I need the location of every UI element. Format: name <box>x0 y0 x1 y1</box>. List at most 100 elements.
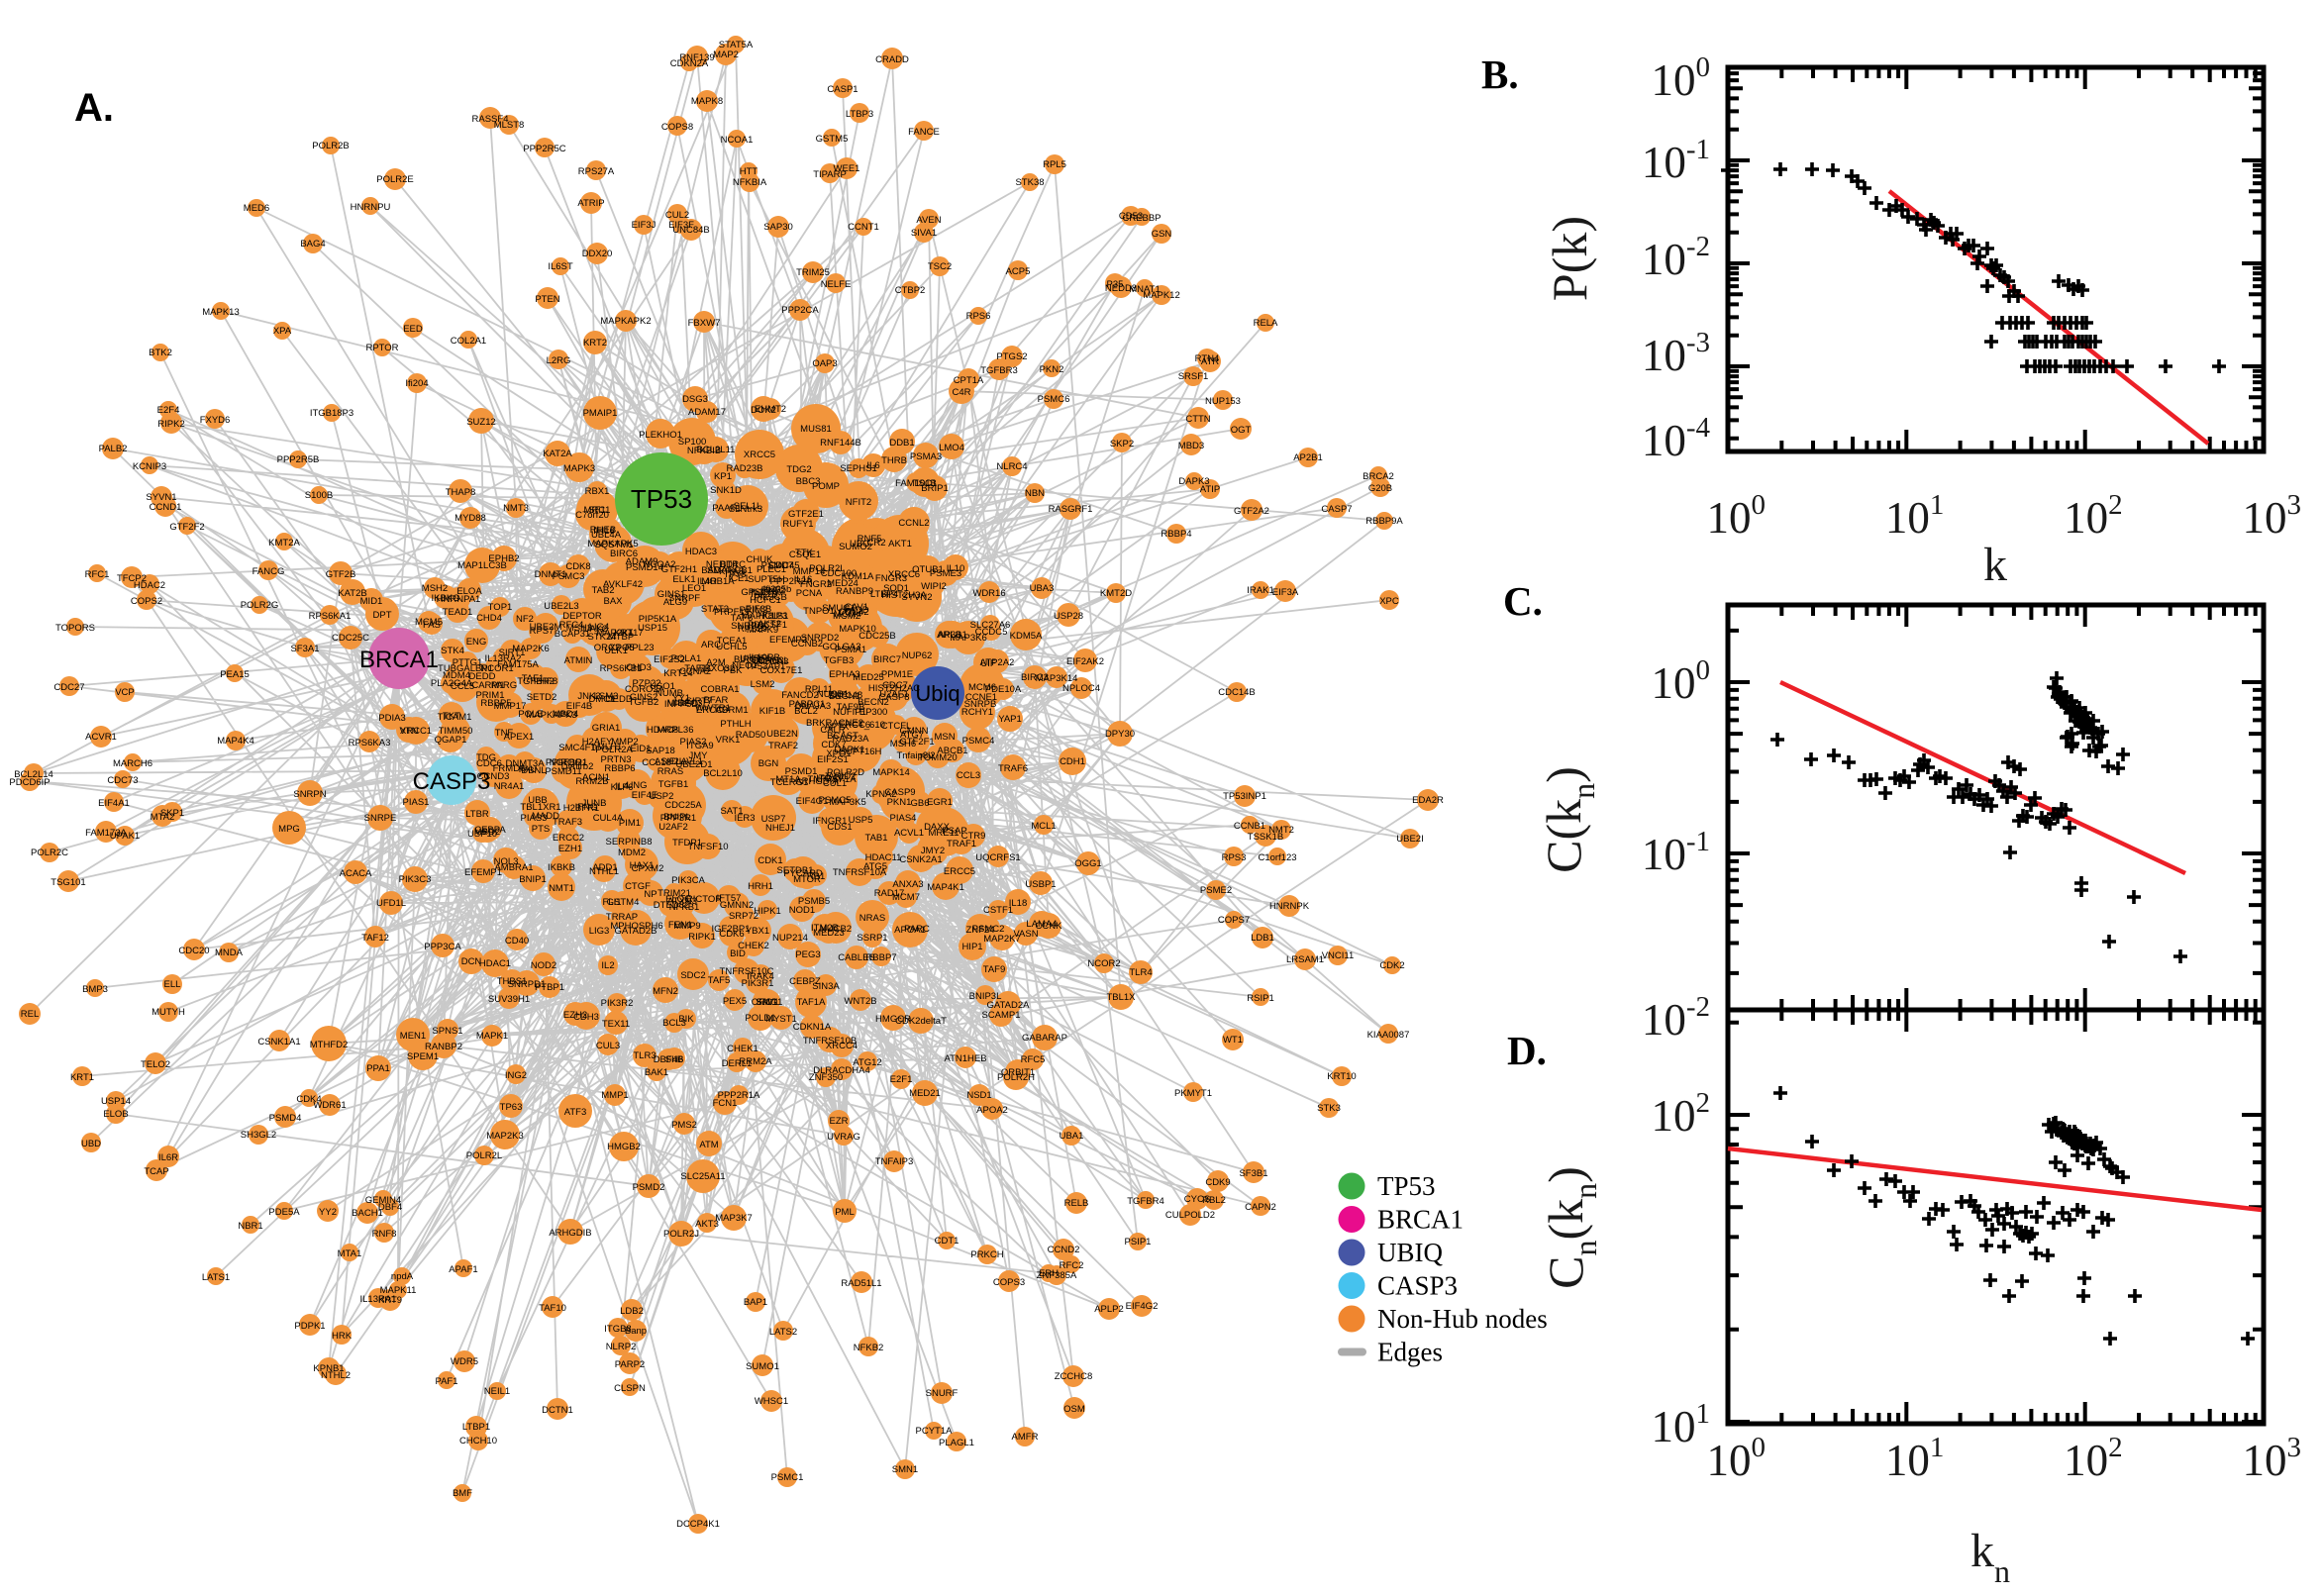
svg-text:FANCG: FANCG <box>252 566 285 577</box>
svg-text:NMT1: NMT1 <box>549 883 574 894</box>
svg-text:FANCD2: FANCD2 <box>781 690 818 701</box>
svg-text:TTK: TTK <box>795 548 814 558</box>
svg-text:ATN1HEB: ATN1HEB <box>944 1053 986 1064</box>
svg-text:ASH2L: ASH2L <box>655 756 684 767</box>
svg-text:DPT: DPT <box>373 610 392 621</box>
svg-text:EIF4G2: EIF4G2 <box>1126 1301 1159 1312</box>
svg-text:RSIP1: RSIP1 <box>1247 993 1273 1004</box>
svg-text:OTUB1: OTUB1 <box>912 564 944 575</box>
svg-text:PIAS3: PIAS3 <box>521 813 548 824</box>
svg-text:UIF: UIF <box>980 658 996 669</box>
svg-text:LMO4: LMO4 <box>939 443 964 453</box>
svg-text:EIF2S2: EIF2S2 <box>654 654 685 665</box>
svg-text:RAD23B: RAD23B <box>727 463 763 474</box>
svg-text:APAF1: APAF1 <box>449 1264 477 1275</box>
svg-text:PSMC2: PSMC2 <box>972 924 1005 935</box>
svg-text:MAPK12: MAPK12 <box>1143 290 1180 301</box>
svg-text:L2RG: L2RG <box>547 355 571 366</box>
svg-text:RHEB: RHEB <box>590 525 616 536</box>
svg-text:ATG7: ATG7 <box>900 730 924 741</box>
svg-text:IL6ST: IL6ST <box>548 261 573 272</box>
svg-text:CTBP2: CTBP2 <box>895 285 926 296</box>
svg-text:CD40: CD40 <box>505 936 529 947</box>
svg-text:DEPTOR: DEPTOR <box>562 611 602 622</box>
svg-text:KLF6: KLF6 <box>611 782 634 793</box>
svg-text:SPEM1: SPEM1 <box>407 1051 439 1062</box>
svg-text:ELOB: ELOB <box>103 1109 128 1120</box>
svg-text:CUL2: CUL2 <box>665 210 689 221</box>
svg-text:GTF2A2: GTF2A2 <box>1234 506 1269 517</box>
svg-text:OGT: OGT <box>1231 425 1252 436</box>
svg-text:NFKBIB: NFKBIB <box>687 446 721 456</box>
svg-text:RNF2: RNF2 <box>761 585 786 596</box>
svg-text:USP10: USP10 <box>467 829 497 840</box>
svg-text:OEDD: OEDD <box>605 694 633 705</box>
svg-text:JMY: JMY <box>689 750 709 761</box>
svg-text:PRTN3: PRTN3 <box>601 754 632 765</box>
svg-text:RPS6KA1: RPS6KA1 <box>309 611 352 622</box>
svg-text:HIST2H3A: HIST2H3A <box>881 590 927 601</box>
svg-text:HNRNPU: HNRNPU <box>351 202 391 213</box>
svg-text:WDR61: WDR61 <box>313 1100 346 1111</box>
svg-text:NMT3: NMT3 <box>503 503 529 514</box>
svg-text:TNFAIP3: TNFAIP3 <box>875 1156 914 1167</box>
svg-text:PDE10A: PDE10A <box>985 684 1022 695</box>
svg-text:KMT2A: KMT2A <box>268 538 300 549</box>
svg-text:SUPT16H: SUPT16H <box>840 747 882 757</box>
svg-text:D.: D. <box>1507 1028 1547 1073</box>
svg-text:RFC4: RFC4 <box>559 620 584 631</box>
svg-text:SH6: SH6 <box>665 1054 683 1065</box>
svg-text:SNURF: SNURF <box>926 1388 959 1399</box>
svg-text:IL13RA2: IL13RA2 <box>485 653 522 664</box>
svg-text:NBN: NBN <box>1025 488 1045 499</box>
svg-text:MSH2: MSH2 <box>422 583 448 594</box>
svg-text:RRM2A: RRM2A <box>739 1056 772 1067</box>
svg-text:XRCC4: XRCC4 <box>826 1041 858 1051</box>
svg-text:GINS2: GINS2 <box>630 692 658 703</box>
svg-text:SLNtrk3: SLNtrk3 <box>729 504 762 515</box>
svg-text:CDC73: CDC73 <box>107 775 138 786</box>
svg-text:Banp: Banp <box>625 1326 647 1337</box>
svg-text:BMP3: BMP3 <box>82 984 108 995</box>
svg-text:GRIA1: GRIA1 <box>592 723 621 734</box>
svg-text:CDC42: CDC42 <box>838 607 868 618</box>
svg-text:CHCH10: CHCH10 <box>459 1436 497 1446</box>
svg-text:CRADD: CRADD <box>875 54 909 65</box>
svg-text:LIG3: LIG3 <box>589 926 610 937</box>
svg-text:EIF4G1: EIF4G1 <box>796 796 829 807</box>
svg-text:PSMC4: PSMC4 <box>962 736 995 747</box>
svg-text:HIST2H2AC: HIST2H2AC <box>868 683 920 694</box>
svg-text:DNMT3A: DNMT3A <box>505 758 545 769</box>
svg-text:MNAT1: MNAT1 <box>1129 284 1161 295</box>
svg-text:RCHY1: RCHY1 <box>961 707 993 718</box>
svg-text:OAP3: OAP3 <box>812 358 837 369</box>
svg-text:USP15: USP15 <box>638 623 667 634</box>
svg-text:TGFBR3: TGFBR3 <box>980 365 1017 376</box>
svg-text:SMC4F1: SMC4F1 <box>558 743 595 753</box>
svg-text:NFKB2: NFKB2 <box>854 1343 884 1353</box>
svg-text:CSNK2A1: CSNK2A1 <box>899 854 942 865</box>
svg-text:NCOA1: NCOA1 <box>721 135 754 146</box>
svg-text:POLA1: POLA1 <box>671 653 702 664</box>
svg-text:BAK1: BAK1 <box>645 1067 668 1078</box>
svg-text:KAT2A: KAT2A <box>543 449 572 459</box>
svg-text:KIF1B: KIF1B <box>759 706 785 717</box>
svg-text:TSG101: TSG101 <box>50 877 85 888</box>
svg-text:PAAF1: PAAF1 <box>712 503 741 514</box>
svg-text:SNRPD1: SNRPD1 <box>508 979 547 990</box>
svg-text:RPS6KA3: RPS6KA3 <box>349 738 391 748</box>
svg-text:IKBKB: IKBKB <box>548 862 575 873</box>
svg-text:RNF5: RNF5 <box>858 534 882 545</box>
svg-text:A.: A. <box>74 86 114 130</box>
svg-text:BIK: BIK <box>678 1014 694 1025</box>
svg-text:AKT1: AKT1 <box>888 539 912 549</box>
svg-text:MAP4K4: MAP4K4 <box>217 736 254 747</box>
svg-text:SKP1: SKP1 <box>160 808 184 819</box>
svg-text:KDM1A: KDM1A <box>842 571 874 582</box>
svg-text:TNFRSF10A: TNFRSF10A <box>833 867 887 878</box>
svg-text:HDAC1: HDAC1 <box>479 958 511 969</box>
svg-text:SIN3A: SIN3A <box>812 981 840 992</box>
svg-text:BNIP1: BNIP1 <box>519 874 546 885</box>
svg-text:CCNA2: CCNA2 <box>679 666 711 677</box>
svg-text:POLR2D: POLR2D <box>827 767 864 778</box>
